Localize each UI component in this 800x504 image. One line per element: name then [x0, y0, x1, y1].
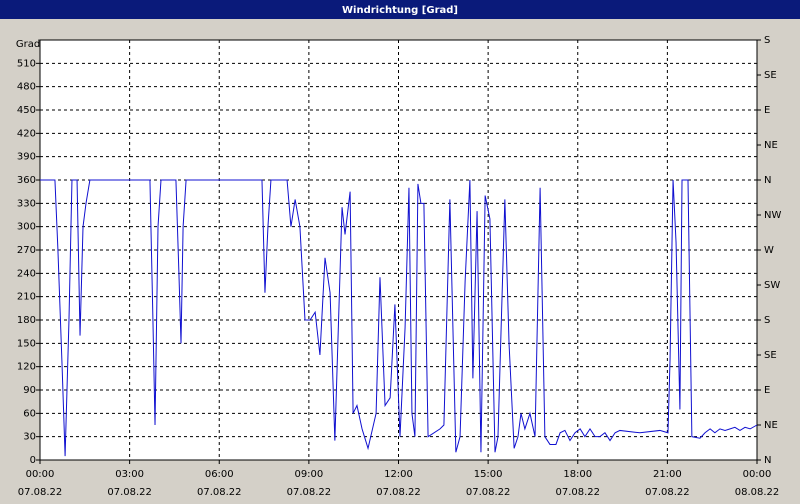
x-tick-label-line: 00:00 [26, 469, 55, 480]
y-tick-label: 150 [17, 338, 36, 349]
y2-tick-label: NE [764, 140, 778, 151]
y-tick-label: 300 [17, 222, 36, 233]
y2-tick-label: SW [764, 280, 780, 291]
y-tick-label: 30 [23, 432, 36, 443]
x-tick-label: 18:00 07.08.22 [555, 469, 600, 498]
y2-tick-label: SE [764, 350, 777, 361]
y-tick-label: 210 [17, 292, 36, 303]
x-tick-label-line: 07.08.22 [466, 487, 511, 498]
y-tick-label: 420 [17, 128, 36, 139]
y-tick-label: 0 [30, 455, 36, 466]
y2-tick-label: N [764, 175, 771, 186]
y-tick-label: 120 [17, 362, 36, 373]
chart-title: Windrichtung [Grad] [342, 5, 458, 16]
y-tick-label: 510 [17, 58, 36, 69]
x-tick-label-line: 18:00 [563, 469, 592, 480]
x-tick-label: 03:00 07.08.22 [107, 469, 152, 498]
y-tick-label: 90 [23, 385, 36, 396]
y2-tick-label: S [764, 315, 770, 326]
x-tick-label-line: 07.08.22 [376, 487, 421, 498]
y-tick-label: 330 [17, 198, 36, 209]
x-tick-label: 09:00 07.08.22 [287, 469, 332, 498]
y2-tick-label: S [764, 35, 770, 46]
x-tick-label-line: 12:00 [384, 469, 413, 480]
y2-tick-label: NW [764, 210, 781, 221]
y-axis-label: Grad [16, 39, 40, 50]
data-line [40, 179, 758, 457]
x-tick-label-line: 00:00 [743, 469, 772, 480]
y2-tick-label: W [764, 245, 774, 256]
y-tick-label: 60 [23, 408, 36, 419]
y2-tick-label: N [764, 455, 771, 466]
x-tick-label: 12:00 07.08.22 [376, 469, 421, 498]
y-tick-label: 450 [17, 105, 36, 116]
x-tick-label-line: 07.08.22 [555, 487, 600, 498]
x-tick-label-line: 08.08.22 [735, 487, 780, 498]
x-tick-label: 15:00 07.08.22 [466, 469, 511, 498]
y-tick-label: 360 [17, 175, 36, 186]
x-tick-label: 00:00 08.08.22 [735, 469, 780, 498]
x-tick-label-line: 07.08.22 [107, 487, 152, 498]
x-tick-label-line: 07.08.22 [645, 487, 690, 498]
y2-tick-label: SE [764, 70, 777, 81]
x-tick-label-line: 03:00 [115, 469, 144, 480]
x-tick-label-line: 21:00 [653, 469, 682, 480]
y2-tick-label: E [764, 105, 770, 116]
x-tick-label: 21:00 07.08.22 [645, 469, 690, 498]
x-tick-label-line: 07.08.22 [18, 487, 63, 498]
y-tick-label: 270 [17, 245, 36, 256]
x-tick-label-line: 09:00 [294, 469, 323, 480]
x-tick-label-line: 07.08.22 [287, 487, 332, 498]
y-tick-label: 240 [17, 268, 36, 279]
title-bar [0, 0, 800, 19]
y2-tick-label: E [764, 385, 770, 396]
x-tick-label: 00:00 07.08.22 [18, 469, 63, 498]
y-tick-label: 180 [17, 315, 36, 326]
y-tick-label: 480 [17, 82, 36, 93]
x-tick-label: 06:00 07.08.22 [197, 469, 242, 498]
x-tick-label-line: 07.08.22 [197, 487, 242, 498]
y2-tick-label: NE [764, 420, 778, 431]
x-tick-label-line: 15:00 [474, 469, 503, 480]
x-tick-label-line: 06:00 [205, 469, 234, 480]
y-tick-label: 390 [17, 152, 36, 163]
